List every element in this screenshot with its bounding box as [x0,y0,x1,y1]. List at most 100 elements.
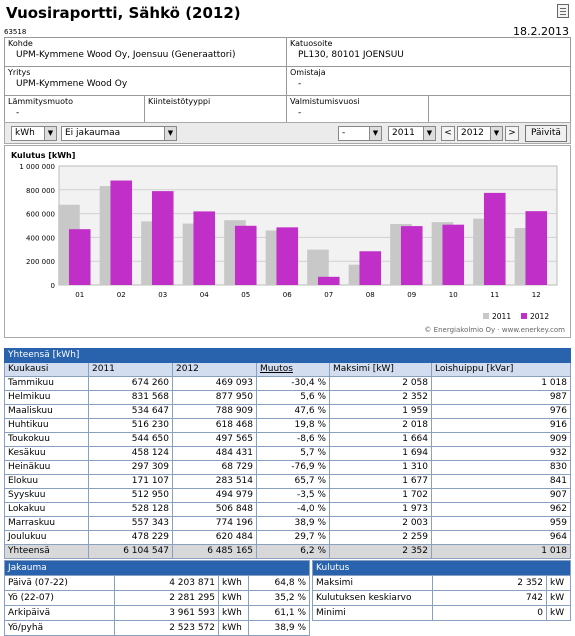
kulutus-row: Minimi 0 kW [312,605,571,621]
table-row: Marraskuu 557 343 774 196 38,9 % 2 003 959 [4,516,571,531]
cell-reactive-peak: 976 [431,404,571,419]
omistaja-label: Omistaja [290,68,326,77]
cell-maximum: 1 694 [329,446,432,461]
table-row: Toukokuu 544 650 497 565 -8,6 % 1 664 909 [4,432,571,447]
cell-month: Kesäkuu [4,446,89,461]
blank-select[interactable]: - ▼ [338,126,382,141]
cell-value-2012: 620 484 [172,530,257,545]
cell-value-2011: 512 950 [88,488,173,503]
col-header-muutos[interactable]: Muutos [256,362,330,377]
blank-select-value: - [342,128,346,138]
cell-value-2012: 497 565 [172,432,257,447]
cell-value-2011: 544 650 [88,432,173,447]
jakauma-unit: kWh [218,590,249,606]
cell-reactive-peak: 916 [431,418,571,433]
x-tick-label: 04 [200,291,209,299]
table-total-row: Yhteensä 6 104 547 6 485 165 6,2 % 2 352 1 01… [4,544,571,559]
chart-svg: Kulutus [kWh] 0 200 000 400 000 600 000 800 0… [11,151,565,334]
bar-2012 [483,192,506,285]
x-tick-label: 09 [407,291,416,299]
total-value-2012: 6 485 165 [172,544,257,559]
y-tick-label: 600 000 [26,211,55,219]
cell-month: Maaliskuu [4,404,89,419]
distribution-select[interactable]: Ei jakaumaa ▼ [61,126,177,141]
x-tick-label: 11 [490,291,499,299]
property-info: Kohde UPM-Kymmene Wood Oy, Joensuu (Gene… [4,37,571,125]
kulutus-unit: kW [546,575,571,591]
legend-swatch-2011 [483,313,489,319]
kulutus-value: 0 [432,605,547,621]
cell-value-2012: 618 468 [172,418,257,433]
unit-select-value: kWh [15,128,35,138]
table-row: Syyskuu 512 950 494 979 -3,5 % 1 702 907 [4,488,571,503]
cell-value-2011: 557 343 [88,516,173,531]
total-value-2011: 6 104 547 [88,544,173,559]
jakauma-unit: kWh [218,620,249,636]
cell-change: 65,7 % [256,474,330,489]
x-tick-label: 05 [241,291,250,299]
lammitysmuoto-label: Lämmitysmuoto [8,97,73,106]
prev-year-button[interactable]: < [441,126,455,141]
print-icon[interactable] [557,4,569,18]
chevron-down-icon: ▼ [44,127,56,140]
total-maximum: 2 352 [329,544,432,559]
year-select[interactable]: 2012 ▼ [457,126,503,141]
chevron-down-icon: ▼ [423,127,435,140]
unit-select[interactable]: kWh ▼ [11,126,57,141]
jakauma-row: Yö (22-07) 2 281 295 kWh 35,2 % [4,590,310,606]
refresh-button[interactable]: Päivitä [525,125,567,142]
kohde-label: Kohde [8,39,33,48]
yritys-value: UPM-Kymmene Wood Oy [16,79,128,89]
y-tick-label: 200 000 [26,258,55,266]
legend-label-2012: 2012 [530,312,549,321]
x-tick-label: 03 [158,291,167,299]
chevron-down-icon: ▼ [369,127,381,140]
cell-month: Marraskuu [4,516,89,531]
compare-year-select[interactable]: 2011 ▼ [388,126,436,141]
chart-title: Kulutus [kWh] [11,151,75,160]
cell-value-2012: 469 093 [172,376,257,391]
cell-value-2011: 478 229 [88,530,173,545]
cell-value-2011: 171 107 [88,474,173,489]
bar-2011 [307,249,329,285]
jakauma-percent: 38,9 % [248,620,310,636]
cell-maximum: 2 003 [329,516,432,531]
omistaja-value: - [298,79,302,89]
cell-value-2011: 528 128 [88,502,173,517]
next-year-button[interactable]: > [505,126,519,141]
table-row: Heinäkuu 297 309 68 729 -76,9 % 1 310 830 [4,460,571,475]
bar-2012 [68,229,91,285]
cell-value-2012: 68 729 [172,460,257,475]
cell-reactive-peak: 987 [431,390,571,405]
kulutus-row: Kulutuksen keskiarvo 742 kW [312,590,571,606]
cell-change: -30,4 % [256,376,330,391]
cell-maximum: 2 259 [329,530,432,545]
col-header-kuukausi: Kuukausi [4,362,89,377]
cell-maximum: 1 959 [329,404,432,419]
valmistumisvuosi-cell: Valmistumisvuosi - [287,96,429,124]
x-tick-label: 10 [449,291,458,299]
cell-change: -3,5 % [256,488,330,503]
jakauma-row: Päivä (07-22) 4 203 871 kWh 64,8 % [4,575,310,591]
kiinteistotyyppi-cell: Kiinteistötyyppi [145,96,287,124]
katuosoite-label: Katuosoite [290,39,333,48]
cell-value-2012: 283 514 [172,474,257,489]
cell-reactive-peak: 907 [431,488,571,503]
cell-month: Tammikuu [4,376,89,391]
jakauma-percent: 35,2 % [248,590,310,606]
jakauma-header: Jakauma [4,560,310,576]
cell-value-2012: 494 979 [172,488,257,503]
jakauma-percent: 61,1 % [248,605,310,621]
kulutus-label: Maksimi [312,575,433,591]
jakauma-value: 2 281 295 [114,590,219,606]
compare-year-value: 2011 [392,128,415,138]
cell-change: 5,6 % [256,390,330,405]
cell-reactive-peak: 962 [431,502,571,517]
kulutus-header: Kulutus [312,560,571,576]
cell-month: Toukokuu [4,432,89,447]
valmistumisvuosi-value: - [298,108,302,118]
jakauma-row: Arkipäivä 3 961 593 kWh 61,1 % [4,605,310,621]
cell-value-2011: 534 647 [88,404,173,419]
cell-change: 5,7 % [256,446,330,461]
kohde-value: UPM-Kymmene Wood Oy, Joensuu (Generaatto… [16,50,236,60]
